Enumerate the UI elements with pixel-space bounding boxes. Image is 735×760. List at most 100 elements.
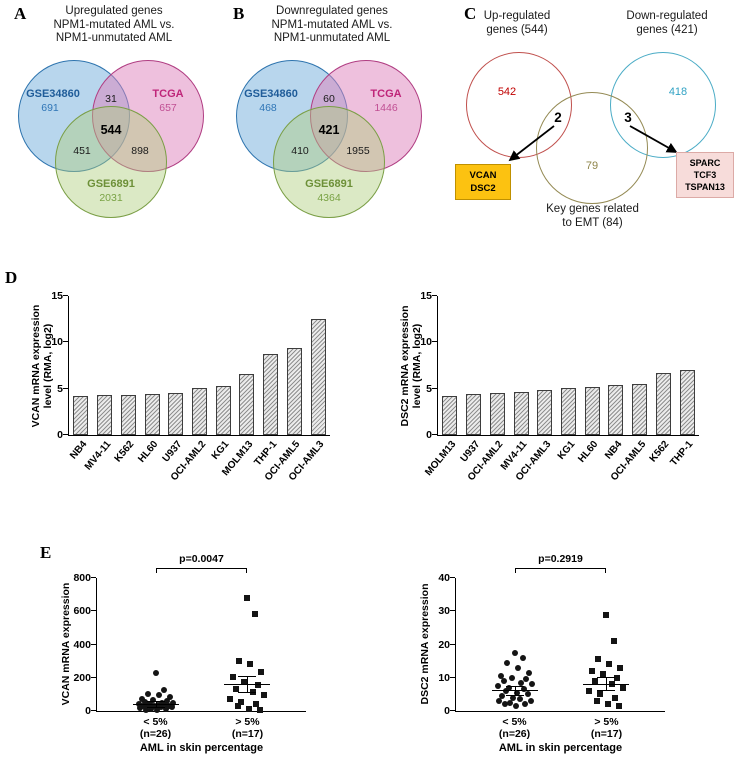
y-tick-label: 0: [57, 429, 63, 441]
bar-OCI-AML5: [632, 384, 648, 435]
data-point: [606, 661, 613, 668]
y-tick-label: 30: [438, 605, 450, 618]
y-tick-mark: [450, 710, 455, 711]
venn-b-title-line3: NPM1-unmutated AML: [273, 32, 391, 44]
gene-sparc: SPARC: [689, 158, 721, 168]
bar-HL60: [144, 394, 160, 435]
y-axis-label-line1: DSC2 mRNA expression: [399, 305, 411, 427]
bracket-tick-right: [246, 568, 248, 573]
gse34860-count: 468: [259, 102, 277, 114]
data-point: [252, 610, 259, 617]
bracket-tick-right: [605, 568, 607, 573]
data-point: [261, 692, 268, 699]
bar-THP-1: [679, 370, 695, 435]
gse34860-name: GSE34860: [26, 88, 80, 100]
y-axis-label-line2: level (RMA, log2): [411, 323, 423, 409]
panel-e-label: E: [40, 543, 52, 562]
data-point: [522, 676, 529, 683]
y-tick-label: 600: [73, 605, 91, 618]
venn-a-title-line3: NPM1-unmutated AML: [55, 32, 173, 44]
vcan-dsc2-box: VCAN DSC2: [455, 164, 511, 200]
y-tick-mark: [91, 577, 96, 578]
x-axis-label: AML in skin percentage: [139, 742, 264, 754]
up-genes-title: Up-regulated genes (544): [452, 10, 582, 37]
y-tick-mark: [91, 710, 96, 711]
y-tick-mark: [91, 643, 96, 645]
overlap-pink-green: 898: [131, 145, 149, 157]
data-point: [594, 698, 601, 705]
overlap-pink-green: 1955: [346, 145, 370, 157]
error-bar: [247, 675, 249, 692]
bar-MV4-11: [97, 395, 113, 435]
data-point: [617, 664, 624, 671]
emt-set-label: Key genes related to EMT (84): [510, 203, 675, 230]
data-point: [521, 701, 528, 708]
up-unique-count: 542: [497, 86, 517, 98]
error-bar: [155, 701, 157, 707]
data-point: [258, 668, 265, 675]
data-point: [519, 654, 526, 661]
bar-U937: [466, 394, 482, 435]
y-tick-mark: [91, 610, 96, 612]
error-bar: [606, 677, 608, 691]
vcan-scatter-plot-area: 0 200 400 600 800 < 5% (n=26) > 5% (n=17) p=0.004…: [73, 553, 306, 754]
y-tick-label: 10: [51, 336, 63, 349]
data-point: [524, 691, 531, 698]
overlap-blue-pink: 31: [105, 93, 117, 105]
bar-OCI-AML3: [537, 389, 553, 435]
gse6891-circle: [273, 106, 385, 218]
bar-HL60: [584, 386, 600, 435]
data-point: [501, 701, 508, 708]
venn-a-title: Upregulated genes NPM1-mutated AML vs. N…: [14, 5, 214, 46]
data-point: [149, 697, 156, 704]
gse6891-count: 2031: [99, 192, 123, 204]
y-axis-label: DSC2 mRNA expression level (RMA, log2): [399, 291, 423, 441]
data-point: [508, 674, 515, 681]
bar-MV4-11: [513, 392, 529, 435]
tcga-count: 657: [159, 102, 177, 114]
p-value-label: p=0.0047: [179, 553, 224, 565]
y-tick-label: 20: [438, 638, 450, 651]
down-genes-title: Down-regulated genes (421): [602, 10, 732, 37]
y-tick-label: 15: [420, 290, 432, 302]
gene-tcf3: TCF3: [693, 170, 717, 180]
data-point: [494, 683, 501, 690]
venn-a-title-line2: NPM1-mutated AML vs.: [53, 18, 175, 31]
data-point: [230, 673, 237, 680]
y-tick-mark: [91, 676, 96, 678]
venn-downregulated-panel: Downregulated genes NPM1-mutated AML vs.…: [226, 0, 438, 245]
data-point: [600, 671, 607, 678]
gse34860-name: GSE34860: [244, 88, 298, 100]
data-point: [246, 705, 253, 712]
bar-OCI-AML2: [489, 393, 505, 435]
data-point: [500, 678, 507, 685]
overlap-center: 544: [100, 123, 122, 137]
data-point: [138, 695, 145, 702]
bar-OCI-AML2: [192, 387, 207, 435]
data-point: [589, 668, 596, 675]
y-axis-label: VCAN mRNA expression level (RMA, log2): [30, 291, 54, 441]
data-point: [517, 679, 524, 686]
tcga-name: TCGA: [152, 88, 184, 100]
vcan-bar-plot-area: 0 5 10 15 NB4 MV4-11 K562 HL60 U937 OCI-AML2 KG1 MO…: [51, 290, 330, 483]
y-tick-mark: [450, 610, 455, 612]
data-point: [616, 703, 623, 709]
group-label: > 5%: [235, 716, 260, 728]
y-axis-label-line1: VCAN mRNA expression: [30, 304, 42, 428]
data-point: [150, 703, 157, 710]
data-point: [163, 698, 170, 705]
down-genes-title-line1: Down-regulated: [626, 10, 708, 22]
sparc-tcf3-tspan13-box: SPARC TCF3 TSPAN13: [676, 152, 734, 198]
group-label: (n=17): [231, 728, 264, 740]
venn-upregulated-panel: Upregulated genes NPM1-mutated AML vs. N…: [8, 0, 220, 245]
data-point: [514, 664, 521, 671]
mean-line: [491, 690, 538, 692]
data-point: [255, 682, 262, 689]
error-cap-bottom: [146, 706, 165, 708]
panel-b-label: B: [233, 4, 245, 23]
data-point: [503, 659, 510, 666]
data-point: [147, 705, 154, 712]
up-emt-overlap-count: 2: [554, 110, 562, 125]
mean-line: [132, 704, 179, 706]
